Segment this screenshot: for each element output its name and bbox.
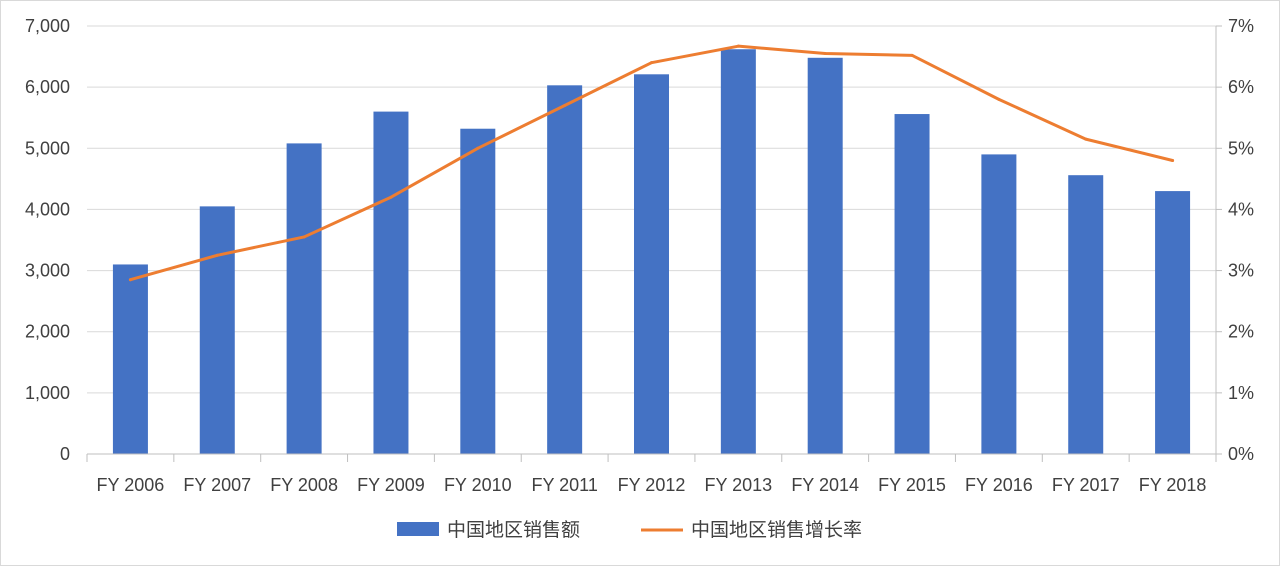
x-tick-label: FY 2014: [791, 475, 859, 495]
x-tick-label: FY 2007: [183, 475, 251, 495]
bar: [286, 143, 322, 454]
x-tick-label: FY 2013: [704, 475, 772, 495]
y-right-tick-label: 4%: [1228, 199, 1254, 219]
bar: [894, 114, 930, 454]
x-tick-label: FY 2011: [531, 475, 597, 495]
bar: [199, 206, 235, 454]
x-tick-label: FY 2008: [270, 475, 338, 495]
bar-series: [112, 49, 1191, 455]
line-point: [215, 253, 219, 257]
legend-label-bar: 中国地区销售额: [447, 519, 580, 541]
x-tick-label: FY 2018: [1139, 475, 1207, 495]
x-tick-label: FY 2010: [444, 475, 512, 495]
y-right-tick-label: 1%: [1228, 383, 1254, 403]
axes: 0 1,000 2,000 3,000 4,000 5,000 6,000 7,000 0% 1%…: [25, 16, 1254, 495]
bar: [1155, 191, 1191, 455]
y-right-tick-label: 6%: [1228, 77, 1254, 97]
x-tick-label: FY 2009: [357, 475, 425, 495]
bar: [720, 49, 756, 455]
line-point: [1171, 159, 1175, 163]
y-right-tick-label: 2%: [1228, 322, 1254, 342]
y-left-tick-label: 2,000: [25, 322, 70, 342]
bar: [460, 128, 496, 454]
legend-swatch-bar: [397, 522, 439, 536]
bar: [634, 74, 669, 454]
bar: [547, 85, 583, 455]
line-point: [302, 235, 306, 239]
x-tick-label: FY 2017: [1052, 475, 1120, 495]
line-point: [997, 97, 1001, 101]
y-left-tick-label: 3,000: [25, 261, 70, 281]
line-point: [823, 52, 827, 56]
bar: [112, 264, 148, 454]
x-tick-label: FY 2015: [878, 475, 946, 495]
line-point: [563, 103, 567, 107]
y-left-tick-label: 0: [60, 444, 70, 464]
y-right-tick-label: 0%: [1228, 444, 1254, 464]
x-tick-label: FY 2016: [965, 475, 1033, 495]
line-point: [910, 53, 914, 57]
line-point: [736, 44, 740, 48]
legend-label-line: 中国地区销售增长率: [691, 519, 862, 541]
y-right-tick-label: 7%: [1228, 16, 1254, 36]
bar: [807, 57, 843, 455]
bar: [981, 154, 1017, 454]
y-left-tick-label: 7,000: [25, 16, 70, 36]
line-point: [650, 61, 653, 65]
line-point: [389, 195, 393, 199]
line-point: [476, 146, 480, 150]
x-tick-label: FY 2012: [618, 475, 686, 495]
legend: 中国地区销售额 中国地区销售增长率: [397, 519, 862, 541]
line-point: [1084, 137, 1088, 141]
x-tick-label: FY 2006: [97, 475, 165, 495]
bar: [1068, 175, 1104, 454]
y-left-tick-label: 1,000: [25, 383, 70, 403]
line-series: [128, 44, 1175, 282]
y-left-tick-label: 4,000: [25, 199, 70, 219]
bar: [373, 111, 409, 454]
y-left-tick-label: 5,000: [25, 138, 70, 158]
line-point: [128, 278, 132, 282]
y-right-tick-label: 3%: [1228, 261, 1254, 281]
y-right-tick-label: 5%: [1228, 138, 1254, 158]
y-left-tick-label: 6,000: [25, 77, 70, 97]
